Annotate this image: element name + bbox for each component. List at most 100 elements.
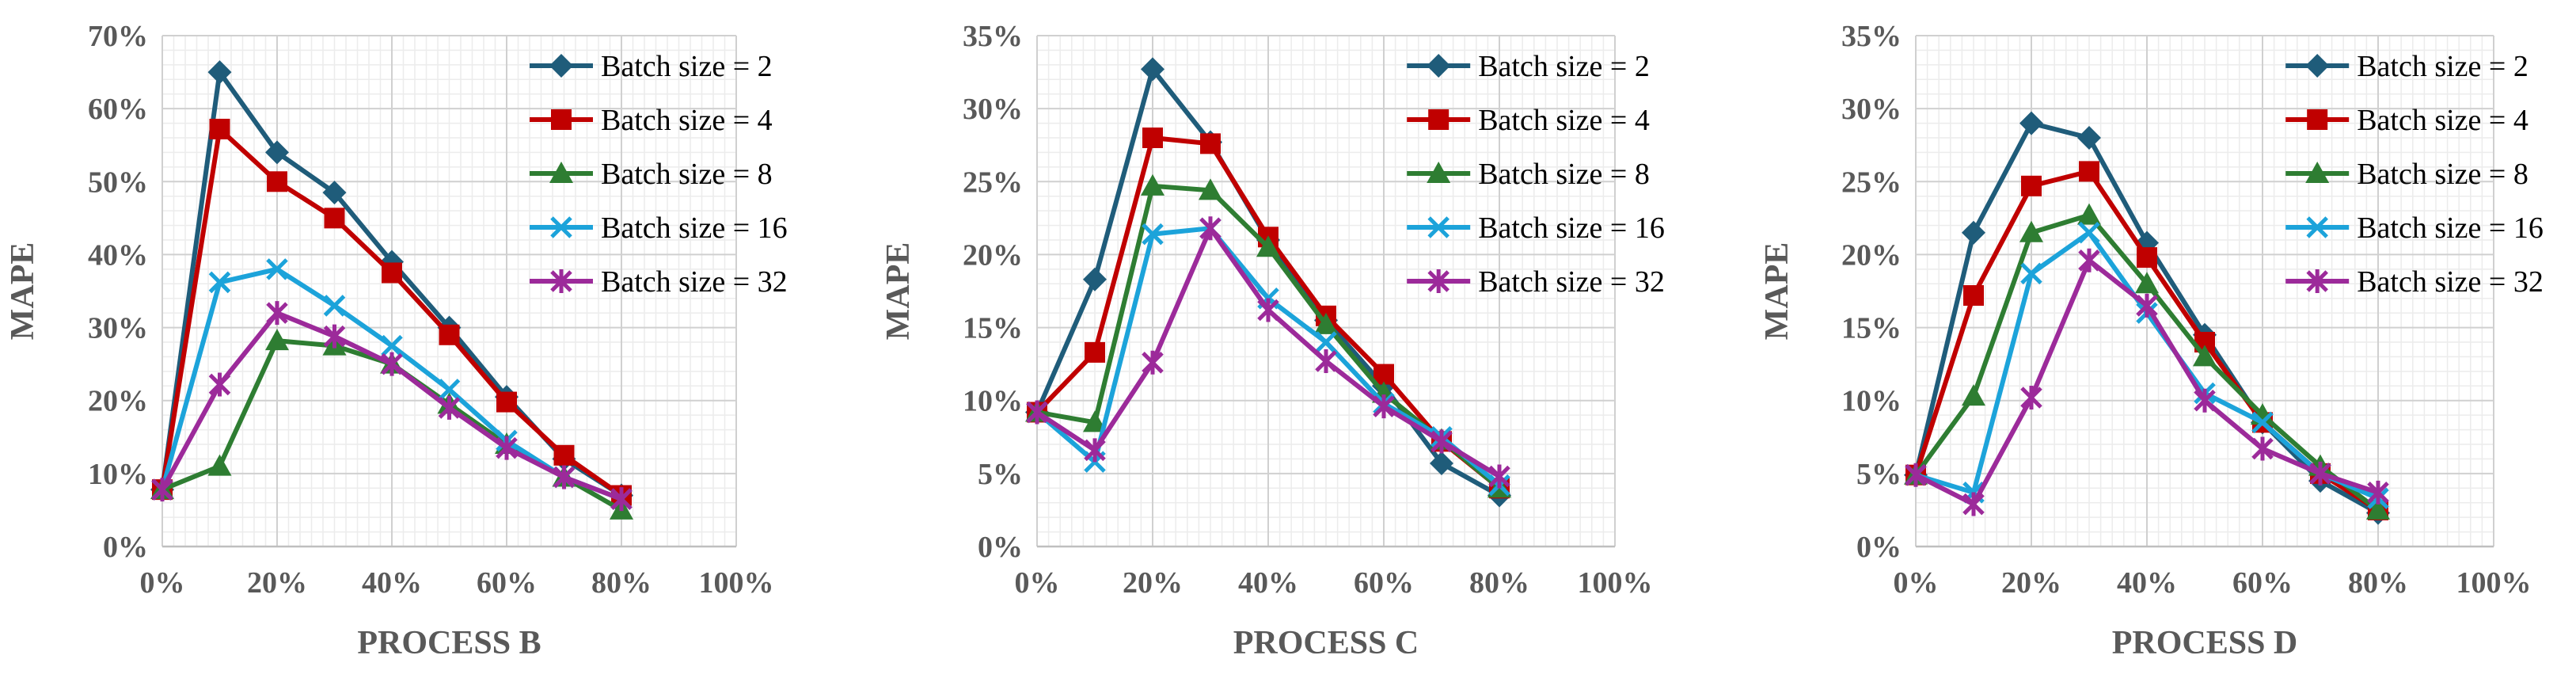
data-point-marker (208, 372, 231, 397)
data-point-marker (1083, 410, 1107, 432)
data-point-marker (208, 271, 231, 294)
legend-label: Batch size = 2 (601, 50, 773, 83)
data-point-marker (2021, 175, 2042, 196)
x-tick-label: 80% (1469, 566, 1529, 600)
data-point-marker (2309, 461, 2331, 486)
data-point-marker (496, 436, 518, 460)
data-point-marker (2251, 436, 2274, 461)
legend-marker (550, 216, 572, 238)
legend-marker (2307, 109, 2328, 130)
y-tick-label: 0% (978, 531, 1023, 564)
legend-marker (1427, 269, 1449, 293)
legend: Batch size = 2 Batch size = 4 Batch size =… (530, 50, 788, 299)
data-point-marker (610, 487, 633, 512)
y-tick-label: 15% (1841, 312, 1902, 345)
data-point-marker (323, 295, 346, 317)
legend-label: Batch size = 32 (601, 265, 788, 299)
legend-item: Batch size = 16 (2285, 211, 2544, 245)
data-point-marker (2019, 111, 2043, 135)
data-point-marker (496, 391, 517, 413)
legend-marker (1427, 162, 1451, 183)
data-point-marker (2020, 262, 2042, 285)
data-point-marker (1142, 350, 1164, 375)
legend-marker (2305, 162, 2330, 183)
legend-label: Batch size = 16 (601, 211, 788, 245)
legend-item: Batch size = 2 (2285, 50, 2529, 83)
data-point-marker (1257, 298, 1279, 322)
y-tick-label: 20% (963, 238, 1023, 272)
y-axis-label: MAPE (1759, 242, 1795, 341)
legend-marker (549, 54, 573, 78)
y-tick-label: 40% (88, 238, 148, 272)
x-tick-label: 20% (2001, 566, 2061, 600)
data-point-marker (381, 352, 403, 376)
data-point-marker (1962, 492, 1985, 516)
x-tick-label: 100% (699, 566, 774, 600)
y-tick-label: 10% (1841, 385, 1902, 418)
data-point-marker (381, 334, 403, 357)
legend-label: Batch size = 8 (2357, 158, 2529, 191)
chart-panel-1: 0% 10% 20% 30% 40% 50% 60% 70% 0% 20% 40% 60% 80% 100… (5, 20, 788, 661)
legend-marker (1427, 54, 1451, 78)
y-tick-label: 5% (978, 458, 1023, 491)
data-point-marker (265, 140, 289, 165)
x-axis-label: PROCESS C (1233, 625, 1419, 661)
data-point-marker (2194, 388, 2216, 413)
data-point-marker (1199, 178, 1222, 200)
data-point-marker (1142, 223, 1164, 246)
data-point-marker (2367, 480, 2389, 505)
legend-marker (2306, 216, 2328, 238)
y-axis-label: MAPE (5, 242, 41, 341)
x-tick-label: 40% (2117, 566, 2177, 600)
legend-item: Batch size = 16 (1407, 211, 1665, 245)
legend-item: Batch size = 2 (530, 50, 773, 83)
data-point-marker (1026, 400, 1048, 425)
data-point-marker (1083, 267, 1107, 291)
legend-label: Batch size = 4 (2357, 104, 2529, 137)
y-tick-label: 0% (103, 531, 148, 564)
y-axis-label: MAPE (880, 242, 917, 341)
y-tick-label: 25% (963, 166, 1023, 199)
y-tick-label: 70% (88, 20, 148, 53)
legend-marker (550, 269, 572, 293)
legend-marker (1427, 216, 1449, 238)
legend-item: Batch size = 2 (1407, 50, 1650, 83)
data-point-marker (1962, 384, 1985, 406)
data-point-marker (2137, 247, 2157, 269)
data-point-marker (438, 379, 461, 401)
data-point-marker (1141, 173, 1165, 196)
y-tick-label: 30% (88, 312, 148, 345)
legend-label: Batch size = 2 (2357, 50, 2529, 83)
data-point-marker (2079, 161, 2099, 182)
y-tick-label: 35% (1841, 20, 1902, 53)
x-tick-label: 0% (1894, 566, 1939, 600)
series-3 (1904, 203, 2390, 520)
legend-label: Batch size = 8 (601, 158, 773, 191)
chart-panel-2: 0% 5% 10% 15% 20% 25% 30% 35% 0% 20% 40% 60% 80% 100%… (880, 20, 1665, 661)
data-point-marker (1141, 57, 1165, 82)
data-point-marker (553, 465, 576, 489)
legend-label: Batch size = 2 (1478, 50, 1650, 83)
data-point-marker (2251, 411, 2274, 434)
legend-item: Batch size = 8 (2285, 158, 2529, 191)
data-point-marker (1963, 285, 1984, 307)
x-tick-label: 100% (1578, 566, 1653, 600)
legend-label: Batch size = 4 (601, 104, 773, 137)
y-tick-label: 20% (88, 385, 148, 418)
y-tick-label: 10% (963, 385, 1023, 418)
data-point-marker (1315, 349, 1337, 373)
y-tick-label: 50% (88, 166, 148, 199)
legend-item: Batch size = 16 (530, 211, 788, 245)
x-tick-label: 80% (591, 566, 652, 600)
x-axis-label: PROCESS B (357, 625, 541, 661)
legend-item: Batch size = 32 (2285, 265, 2544, 299)
data-point-marker (1373, 364, 1394, 385)
data-point-marker (382, 262, 402, 284)
data-point-marker (1200, 133, 1221, 154)
series-5 (1905, 248, 2389, 516)
y-tick-label: 35% (963, 20, 1023, 53)
data-point-marker (2020, 386, 2042, 410)
data-point-marker (2078, 222, 2100, 244)
x-tick-label: 60% (2232, 566, 2293, 600)
